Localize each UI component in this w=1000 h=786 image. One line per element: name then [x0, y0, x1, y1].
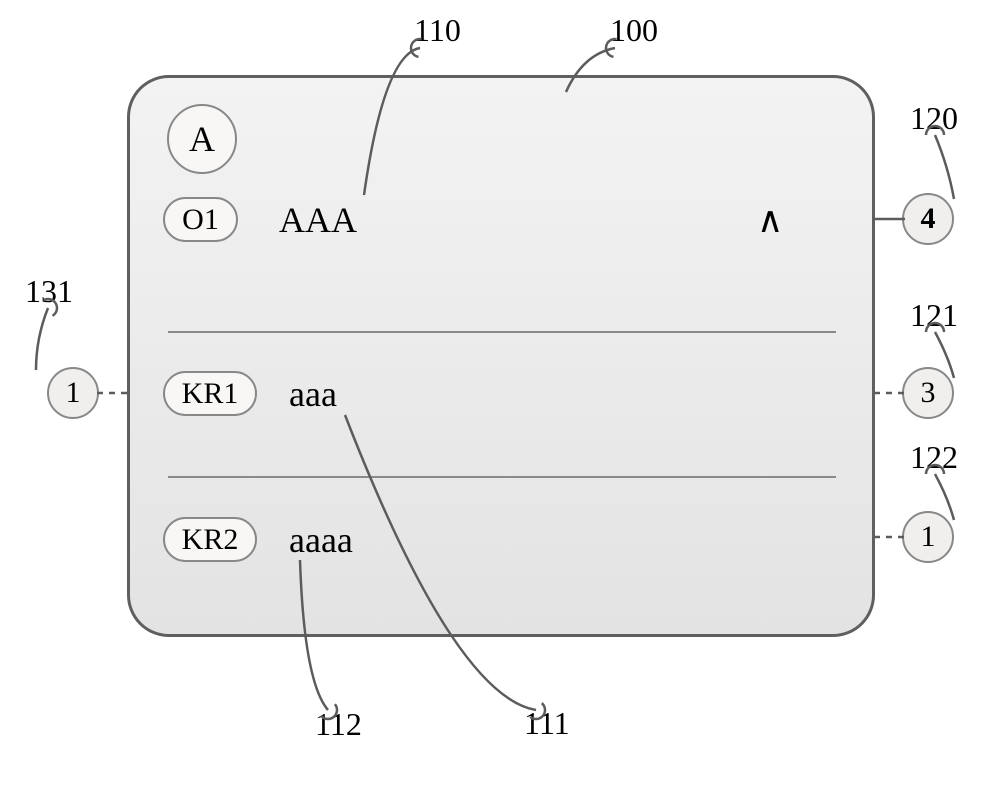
refnum-120: 120 — [910, 100, 958, 137]
caret-up-icon: ∧ — [757, 199, 783, 241]
refnum-111: 111 — [524, 705, 570, 742]
badge-121: 3 — [902, 367, 954, 419]
refnum-131: 131 — [25, 273, 73, 310]
badge-122: 1 — [902, 511, 954, 563]
kr1-pill: KR1 — [163, 371, 257, 416]
refnum-110: 110 — [414, 12, 461, 49]
badge-122-label: 1 — [921, 520, 936, 554]
avatar-label: A — [189, 118, 215, 160]
divider-1 — [168, 331, 836, 333]
diagram-stage: A O1 AAA ∧ KR1 aaa KR2 aaaa 4 3 1 1 100 … — [0, 0, 1000, 786]
badge-120: 4 — [902, 193, 954, 245]
refnum-122: 122 — [910, 439, 958, 476]
kr2-pill: KR2 — [163, 517, 257, 562]
o1-label: O1 — [182, 203, 219, 237]
refnum-121: 121 — [910, 297, 958, 334]
avatar-circle: A — [167, 104, 237, 174]
o1-pill: O1 — [163, 197, 238, 242]
divider-2 — [168, 476, 836, 478]
badge-131-label: 1 — [66, 376, 81, 410]
title-text: AAA — [279, 199, 357, 241]
badge-131: 1 — [47, 367, 99, 419]
badge-120-label: 4 — [921, 202, 936, 236]
kr1-text: aaa — [289, 373, 337, 415]
kr1-label: KR1 — [182, 377, 239, 411]
badge-121-label: 3 — [921, 376, 936, 410]
refnum-112: 112 — [315, 706, 362, 743]
refnum-100: 100 — [610, 12, 658, 49]
kr2-text: aaaa — [289, 519, 353, 561]
kr2-label: KR2 — [182, 523, 239, 557]
